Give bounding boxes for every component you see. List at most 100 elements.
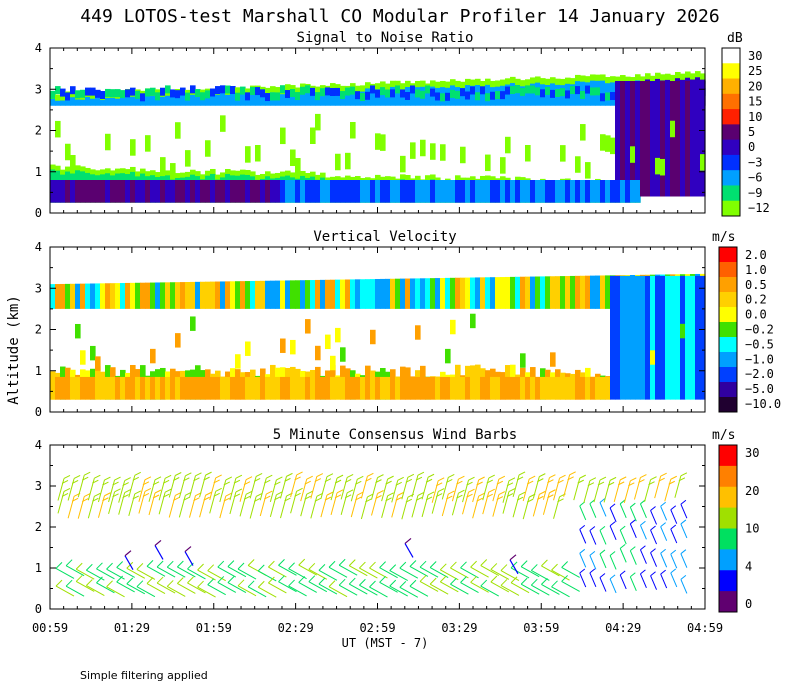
colorbars-group: 302520151050−3−6−9−122.01.00.50.20.0−0.2… [718, 47, 781, 613]
wind-barb [320, 494, 328, 518]
wind-barb-feather [528, 475, 536, 480]
colorbar-swatch [719, 591, 737, 613]
wind-barb-feather [84, 471, 91, 476]
colorbar-label: 15 [748, 95, 762, 109]
wind-barb-feather [510, 576, 518, 584]
wind-barb [138, 479, 146, 502]
wind-barb-feather [96, 562, 103, 570]
wind-barb-feather [579, 524, 586, 530]
wind-barb-feather [116, 575, 124, 583]
x-tick-label: 00:59 [32, 621, 68, 635]
x-tick-label: 02:29 [278, 621, 314, 635]
wind-barb-feather [530, 578, 538, 586]
wind-barb-feather [397, 476, 404, 481]
colorbar-swatch [719, 277, 737, 293]
colorbar-label: 4 [745, 559, 752, 573]
wind-barb [166, 586, 186, 597]
wind-barb [379, 581, 398, 593]
wind-barb-feather [316, 473, 324, 477]
wind-barb [148, 479, 156, 502]
wind-barb-feather [490, 563, 498, 570]
colorbar-swatch [722, 170, 740, 186]
wind-barb-feather [126, 577, 134, 585]
wind-barb-feather [599, 573, 606, 578]
wind-barb-feather [112, 493, 119, 498]
wind-barb-feather [197, 563, 204, 571]
wind-barb-feather [55, 562, 63, 569]
wind-barb-feather [599, 476, 607, 481]
wind-barb-feather [619, 570, 626, 576]
wind-barb-feather [173, 497, 180, 501]
wind-barb [650, 510, 658, 525]
wind-barb-feather [458, 475, 465, 480]
wind-barb [187, 582, 206, 594]
wind-barb-feather [397, 491, 404, 496]
wind-barb-feather [166, 560, 174, 568]
colorbar-label: 10 [748, 110, 762, 124]
colorbar-swatch [719, 382, 737, 398]
wind-barb-feather [415, 476, 423, 481]
wind-barb-feather [520, 577, 528, 585]
wind-barb-feather [75, 562, 83, 570]
wind-barb [660, 553, 668, 568]
wind-barb [542, 492, 550, 515]
wind-barb-feather [385, 480, 392, 485]
wind-barb-feather [619, 499, 626, 505]
wind-barb [338, 584, 358, 596]
wind-barb [269, 494, 277, 517]
wind-barb-feather [266, 490, 273, 495]
footer-note: Simple filtering applied [80, 669, 208, 682]
wind-barb-feather [456, 494, 463, 499]
colorbar-swatch [722, 139, 740, 156]
wind-barb [470, 566, 489, 578]
wind-barb [619, 548, 627, 563]
wind-barb-feather [245, 476, 253, 481]
wind-barb [623, 480, 631, 503]
wind-barb-feather [488, 488, 495, 493]
wind-barb-feather [561, 561, 568, 568]
wind-barb-feather [85, 579, 93, 586]
wind-barb-feather [215, 487, 222, 492]
wind-barb [510, 582, 530, 594]
wind-barb-feather [458, 489, 465, 494]
wind-barb-feather [294, 476, 301, 481]
wind-barb-feather [73, 475, 81, 479]
wind-barb-feather [599, 549, 606, 555]
wind-barb-feather [680, 472, 688, 477]
wind-barb-feather [328, 580, 336, 588]
wind-barb-feather [375, 495, 382, 499]
wind-barb [619, 574, 627, 590]
wind-barb [219, 495, 227, 519]
wind-barb-feather [298, 576, 306, 583]
wind-barb-feather [154, 476, 162, 481]
wind-barb [359, 567, 378, 579]
wind-barb-feather [508, 477, 516, 482]
wind-barb-feather [243, 495, 251, 500]
colorbar-label: −6 [748, 171, 762, 185]
colorbar-label: 0 [745, 597, 752, 611]
wind-barb-feather [223, 481, 231, 486]
wind-barb [158, 478, 166, 501]
wind-barb [108, 491, 116, 514]
wind-barb-feather [152, 494, 160, 499]
colorbar-swatch [719, 528, 737, 550]
y-tick-label: 1 [35, 561, 42, 575]
wind-barb [197, 586, 216, 598]
wind-barb [258, 586, 277, 598]
wind-barb [239, 479, 247, 502]
colorbar-label: −9 [748, 186, 762, 200]
wind-barb [146, 583, 166, 594]
wind-barb [124, 555, 134, 570]
wind-barb [492, 479, 500, 502]
wind-barb-feather [243, 481, 251, 486]
wind-barb [609, 507, 617, 523]
wind-barb [583, 480, 591, 503]
colorbar-swatch [719, 247, 737, 263]
wind-barb [207, 570, 226, 582]
wind-barb-feather [619, 543, 626, 549]
wind-barb [411, 495, 419, 518]
wind-barb [431, 491, 439, 514]
wind-barb-feather [94, 492, 101, 497]
wind-barb-feather [599, 526, 606, 531]
wind-barb [330, 477, 338, 501]
